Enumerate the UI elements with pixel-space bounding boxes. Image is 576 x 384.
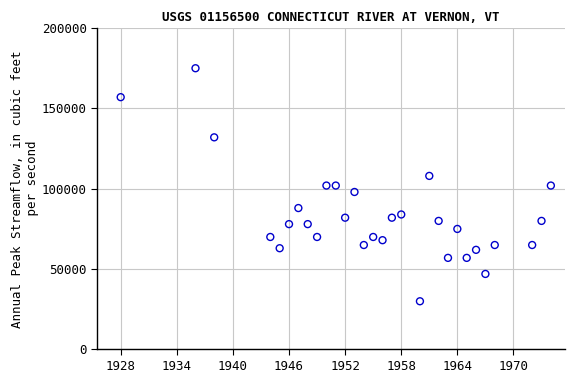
Point	[397, 212, 406, 218]
Point	[369, 234, 378, 240]
Point	[453, 226, 462, 232]
Point	[462, 255, 471, 261]
Point	[434, 218, 444, 224]
Y-axis label: Annual Peak Streamflow, in cubic feet
   per second: Annual Peak Streamflow, in cubic feet pe…	[11, 50, 39, 328]
Point	[210, 134, 219, 141]
Title: USGS 01156500 CONNECTICUT RIVER AT VERNON, VT: USGS 01156500 CONNECTICUT RIVER AT VERNO…	[162, 11, 500, 24]
Point	[359, 242, 369, 248]
Point	[266, 234, 275, 240]
Point	[415, 298, 425, 305]
Point	[331, 182, 340, 189]
Point	[378, 237, 387, 243]
Point	[285, 221, 294, 227]
Point	[490, 242, 499, 248]
Point	[275, 245, 285, 251]
Point	[340, 215, 350, 221]
Point	[387, 215, 396, 221]
Point	[546, 182, 555, 189]
Point	[116, 94, 126, 100]
Point	[471, 247, 480, 253]
Point	[350, 189, 359, 195]
Point	[481, 271, 490, 277]
Point	[312, 234, 321, 240]
Point	[537, 218, 546, 224]
Point	[528, 242, 537, 248]
Point	[294, 205, 303, 211]
Point	[303, 221, 312, 227]
Point	[425, 173, 434, 179]
Point	[444, 255, 453, 261]
Point	[191, 65, 200, 71]
Point	[322, 182, 331, 189]
